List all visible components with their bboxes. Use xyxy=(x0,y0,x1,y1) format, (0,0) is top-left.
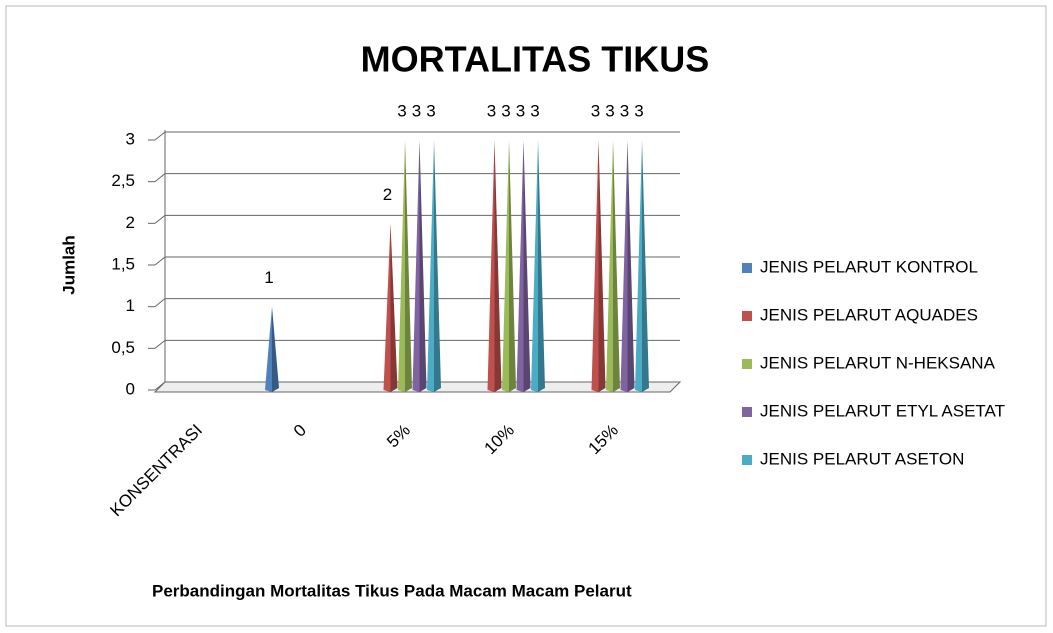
cone-face xyxy=(390,223,398,392)
legend-label: JENIS PELARUT ASETON xyxy=(760,449,964,468)
cone-face xyxy=(591,140,599,392)
cone-face xyxy=(613,140,620,392)
cone xyxy=(606,140,620,392)
legend-swatch xyxy=(742,407,752,417)
cone-face xyxy=(531,140,538,392)
caption: Perbandingan Mortalitas Tikus Pada Macam… xyxy=(152,581,632,600)
data-label: 3 xyxy=(501,101,510,120)
cone-face xyxy=(642,140,649,392)
cone xyxy=(502,140,516,392)
cone-face xyxy=(398,140,405,392)
legend-label: JENIS PELARUT ETYL ASETAT xyxy=(760,401,1005,420)
data-label: 3 xyxy=(426,101,435,120)
y-tick-label: 2 xyxy=(126,213,135,232)
cone-face xyxy=(538,140,545,392)
y-tick-label: 1,5 xyxy=(111,254,135,273)
cone xyxy=(398,140,412,392)
grid-line xyxy=(154,131,166,141)
cone-face xyxy=(419,140,427,392)
y-axis-label: Jumlah xyxy=(59,235,78,295)
grid-line xyxy=(154,298,166,308)
legend-label: JENIS PELARUT N-HEKSANA xyxy=(760,353,996,372)
data-label: 3 xyxy=(605,101,614,120)
legend-label: JENIS PELARUT AQUADES xyxy=(760,305,978,324)
cone-face xyxy=(502,140,509,392)
cone-face xyxy=(523,140,531,392)
data-label: 1 xyxy=(264,268,273,287)
data-label: 2 xyxy=(383,185,392,204)
cone xyxy=(383,223,398,392)
cone-face xyxy=(427,140,434,392)
cone-face xyxy=(635,140,642,392)
cone xyxy=(427,140,441,392)
data-label: 3 xyxy=(530,101,539,120)
y-tick-label: 1 xyxy=(126,296,135,315)
cone-face xyxy=(383,223,391,392)
grid-line xyxy=(154,256,166,266)
y-tick-label: 0,5 xyxy=(111,338,135,357)
legend-swatch xyxy=(742,311,752,321)
cone-face xyxy=(487,140,495,392)
cone-face xyxy=(405,140,412,392)
y-tick-label: 0 xyxy=(126,379,135,398)
cone xyxy=(635,140,649,392)
cone-face xyxy=(620,140,628,392)
legend-label: JENIS PELARUT KONTROL xyxy=(760,257,978,276)
grid-line xyxy=(154,214,166,224)
legend-swatch xyxy=(742,359,752,369)
data-label: 3 xyxy=(620,101,629,120)
data-label: 3 xyxy=(591,101,600,120)
data-label: 3 xyxy=(487,101,496,120)
cone-face xyxy=(598,140,606,392)
grid-line xyxy=(154,173,166,183)
cone-face xyxy=(412,140,420,392)
y-tick-label: 3 xyxy=(126,129,135,148)
cone-face xyxy=(272,306,279,392)
data-label: 3 xyxy=(397,101,406,120)
data-label: 3 xyxy=(516,101,525,120)
cone-face xyxy=(627,140,635,392)
legend-swatch xyxy=(742,263,752,273)
cone-face xyxy=(265,306,272,392)
cone-face xyxy=(494,140,502,392)
cone xyxy=(412,140,427,392)
cone-face xyxy=(516,140,524,392)
cone xyxy=(487,140,502,392)
cone xyxy=(620,140,635,392)
cone xyxy=(516,140,531,392)
cone-face xyxy=(434,140,441,392)
chart-title: MORTALITAS TIKUS xyxy=(361,39,710,80)
grid-line xyxy=(154,339,166,349)
cone-face xyxy=(509,140,516,392)
cone-face xyxy=(606,140,613,392)
data-label: 3 xyxy=(412,101,421,120)
grid-line xyxy=(154,381,166,391)
data-label: 3 xyxy=(634,101,643,120)
y-tick-label: 2,5 xyxy=(111,171,135,190)
cone xyxy=(531,140,545,392)
legend-swatch xyxy=(742,455,752,465)
cone xyxy=(591,140,606,392)
cone xyxy=(265,306,279,392)
